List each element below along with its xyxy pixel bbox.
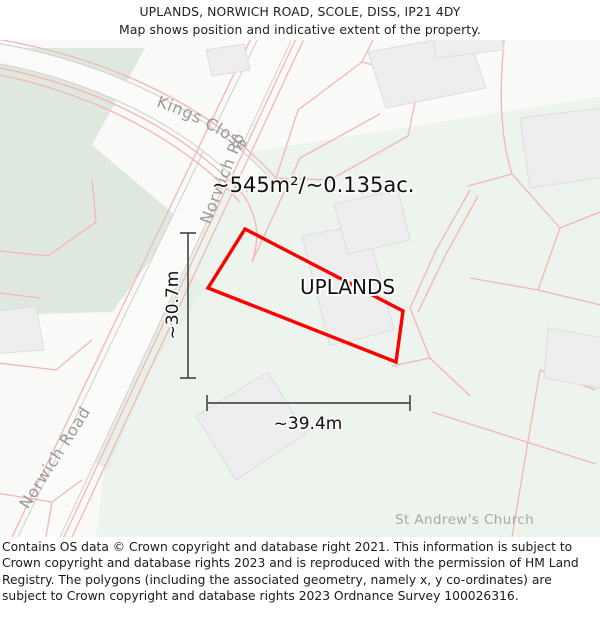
parcel-north-2 xyxy=(361,40,374,63)
building-northwest-tiny xyxy=(205,43,251,77)
norwich-road-casing-left xyxy=(17,40,258,537)
poi-label-st-andrews-church: St Andrew's Church xyxy=(395,512,534,528)
norwich-road-casing-right xyxy=(59,40,292,537)
dimension-horizontal-label: ~39.4m xyxy=(274,414,343,434)
parcel-southwest-2 xyxy=(0,292,41,299)
property-extent-polygon[interactable] xyxy=(205,226,405,365)
parcel-east-4 xyxy=(469,277,539,291)
parcel-east-2 xyxy=(467,173,513,187)
parcel-boundary-layer xyxy=(0,40,600,537)
dimension-vertical-label: ~30.7m xyxy=(163,271,183,340)
parcel-edge-kings-south xyxy=(0,67,245,197)
building-north-2 xyxy=(519,107,600,189)
property-name-label: UPLANDS xyxy=(300,275,395,299)
parcel-uplands-north xyxy=(251,113,381,263)
building-layer xyxy=(0,40,600,481)
building-north-3 xyxy=(432,40,505,59)
building-southwest xyxy=(0,305,45,354)
building-south xyxy=(195,371,307,481)
parcel-southeast-1 xyxy=(431,411,597,465)
kings-close-surface xyxy=(0,43,272,192)
parcel-edge-kings-south2 xyxy=(0,74,241,203)
parcel-southwest-3 xyxy=(0,339,93,371)
parcel-edge-norwich-east2 xyxy=(71,40,305,537)
building-uplands-2 xyxy=(333,189,411,255)
page-subtitle: Map shows position and indicative extent… xyxy=(119,22,481,37)
parcel-edge-junction xyxy=(243,195,258,263)
page-title: UPLANDS, NORWICH ROAD, SCOLE, DISS, IP21… xyxy=(139,4,461,19)
parcel-southeast-2 xyxy=(511,369,541,537)
parcel-edge-kings-north xyxy=(0,40,277,179)
greenspace-west xyxy=(0,215,180,315)
parcel-uplands-south2 xyxy=(391,357,431,367)
parcel-edge-norwich-east xyxy=(63,40,297,537)
kings-close-casing-north xyxy=(0,43,273,181)
building-east xyxy=(543,327,600,389)
greenspace-roadside xyxy=(88,265,205,470)
building-north-1 xyxy=(367,40,487,109)
parcel-uplands-east2 xyxy=(417,195,479,313)
parcel-southwest-5 xyxy=(45,501,53,537)
parcel-edge-norwich-west xyxy=(11,40,251,537)
dimension-vertical xyxy=(180,232,196,379)
kings-close-casing-south xyxy=(0,63,249,193)
area-label: ~545m²/~0.135ac. xyxy=(212,173,414,197)
map-canvas[interactable]: Kings Close Norwich Road Norwich Road ~5 xyxy=(0,40,600,537)
parcel-uplands-east xyxy=(409,189,471,309)
greenspace-northwest-2 xyxy=(0,145,175,302)
header: UPLANDS, NORWICH ROAD, SCOLE, DISS, IP21… xyxy=(0,0,600,40)
dimension-horizontal xyxy=(206,395,411,411)
parcel-southwest-1 xyxy=(0,179,97,257)
copyright-footer: Contains OS data © Crown copyright and d… xyxy=(0,537,600,625)
road-layer xyxy=(0,40,292,537)
copyright-text: Contains OS data © Crown copyright and d… xyxy=(2,540,579,604)
